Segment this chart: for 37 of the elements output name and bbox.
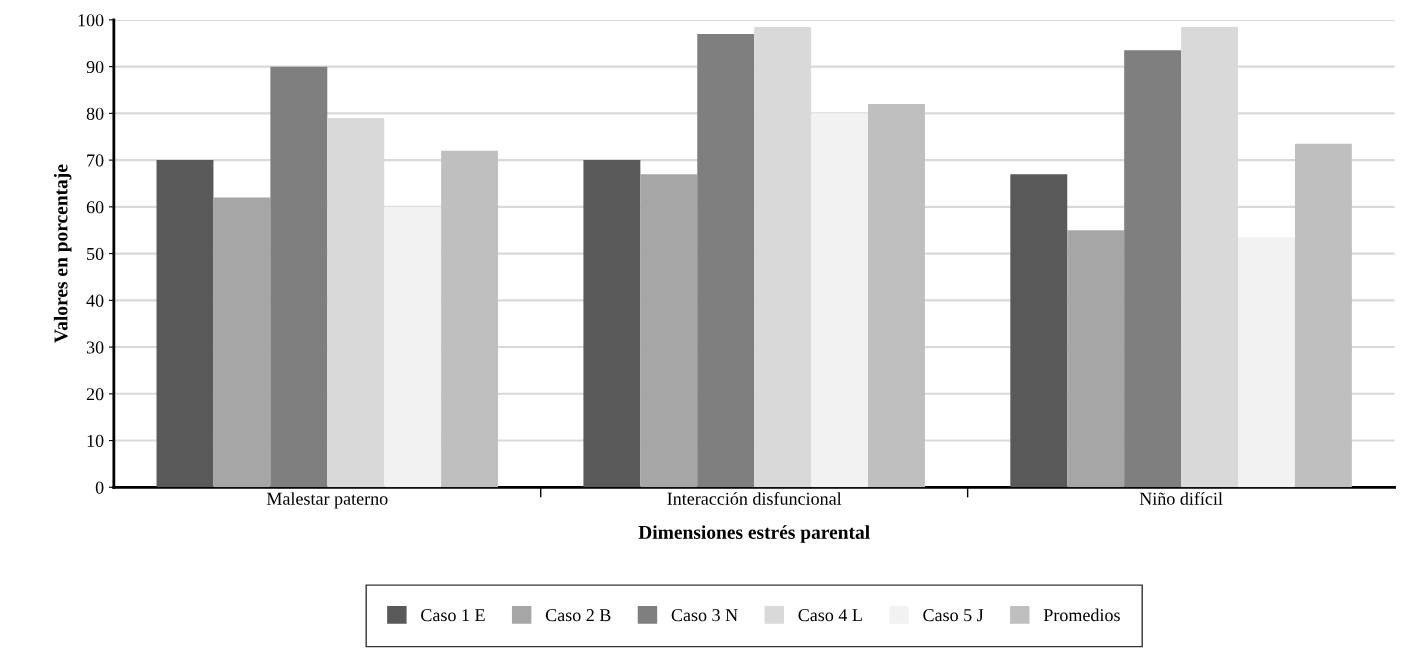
- y-tick-label: 20: [86, 388, 104, 401]
- y-tick-label: 100: [78, 14, 104, 27]
- x-tick-label: Malestar paterno: [266, 492, 388, 509]
- bar: [270, 66, 328, 488]
- bar: [384, 206, 442, 488]
- bar: [156, 160, 214, 488]
- bar: [697, 33, 755, 488]
- legend-label: Caso 4 L: [798, 609, 862, 622]
- y-tick-label: 60: [86, 201, 104, 214]
- bar: [441, 150, 499, 488]
- bar: [1238, 237, 1295, 488]
- x-tick-label: Interacción disfuncional: [667, 491, 842, 505]
- y-tick-label: 80: [86, 107, 104, 120]
- legend-label: Caso 1 E: [421, 609, 485, 622]
- bar: [1067, 230, 1125, 488]
- legend-label: Caso 2 B: [545, 609, 611, 622]
- y-tick-label: 50: [87, 247, 104, 261]
- y-tick-label: 90: [86, 60, 104, 74]
- y-tick-label: 70: [87, 154, 104, 167]
- bar: [811, 113, 869, 488]
- y-axis-title: Valores en porcentaje: [53, 164, 72, 343]
- legend-label: Promedios: [1043, 608, 1120, 622]
- bar: [868, 104, 925, 488]
- bar: [213, 197, 271, 488]
- bar: [1010, 174, 1068, 488]
- legend-label: Caso 5 J: [923, 609, 984, 622]
- y-tick-label: 0: [95, 481, 104, 494]
- y-tick-label: 10: [87, 434, 104, 448]
- bar: [1124, 50, 1182, 488]
- bar: [640, 174, 698, 488]
- y-tick-label: 30: [86, 341, 104, 354]
- x-tick-label: Niño difícil: [1139, 491, 1223, 505]
- x-axis-title: Dimensiones estrés parental: [638, 525, 870, 543]
- bar: [583, 160, 641, 488]
- legend-label: Caso 3 N: [671, 609, 738, 622]
- y-tick-label: 40: [86, 294, 104, 307]
- bar: [1294, 143, 1352, 488]
